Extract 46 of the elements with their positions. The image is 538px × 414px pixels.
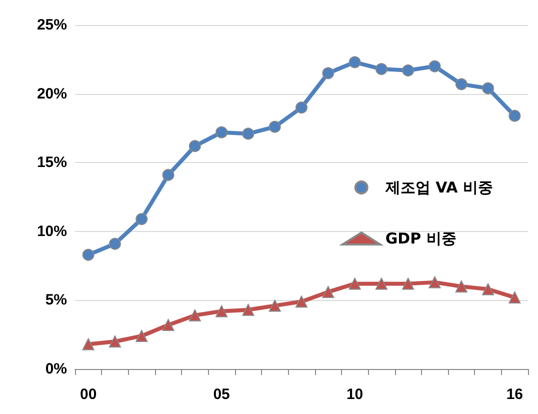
- legend-label: GDP 비중: [385, 230, 456, 248]
- point: [402, 278, 414, 290]
- legend-label: 제조업 VA 비중: [384, 178, 494, 196]
- y-tick-label: 20%: [36, 85, 67, 102]
- point: [188, 140, 201, 152]
- point: [242, 128, 254, 140]
- point: [188, 309, 201, 322]
- point: [136, 330, 148, 342]
- point: [296, 296, 308, 308]
- point: [136, 213, 148, 226]
- point: [108, 335, 121, 348]
- point: [162, 318, 174, 331]
- point: [455, 280, 468, 292]
- point: [268, 300, 281, 312]
- x-tick-label: 16: [506, 386, 524, 403]
- point: [242, 304, 254, 316]
- point: [375, 278, 388, 290]
- point: [82, 338, 94, 350]
- point: [348, 56, 361, 68]
- point: [82, 248, 94, 261]
- point: [322, 67, 334, 80]
- point: [508, 110, 521, 122]
- point: [428, 60, 441, 72]
- point: [348, 278, 361, 290]
- y-tick-label: 5%: [45, 292, 67, 309]
- point: [375, 63, 388, 76]
- point: [162, 168, 174, 181]
- point: [108, 238, 121, 250]
- y-tick-label: 0%: [45, 360, 67, 378]
- x-tick-label: 00: [80, 386, 97, 403]
- point: [428, 276, 441, 288]
- y-tick-label: 15%: [36, 154, 67, 172]
- point: [455, 78, 468, 90]
- point: [482, 82, 494, 94]
- point: [216, 305, 228, 318]
- point: [508, 291, 521, 304]
- point: [322, 286, 334, 298]
- point: [402, 64, 414, 76]
- x-tick-label: 05: [213, 386, 230, 403]
- point: [216, 126, 228, 138]
- point: [268, 120, 281, 133]
- x-tick-label: 10: [346, 386, 364, 403]
- y-tick-label: 25%: [36, 16, 67, 34]
- y-tick-label: 10%: [36, 222, 67, 240]
- point: [296, 102, 308, 114]
- point: [482, 283, 494, 296]
